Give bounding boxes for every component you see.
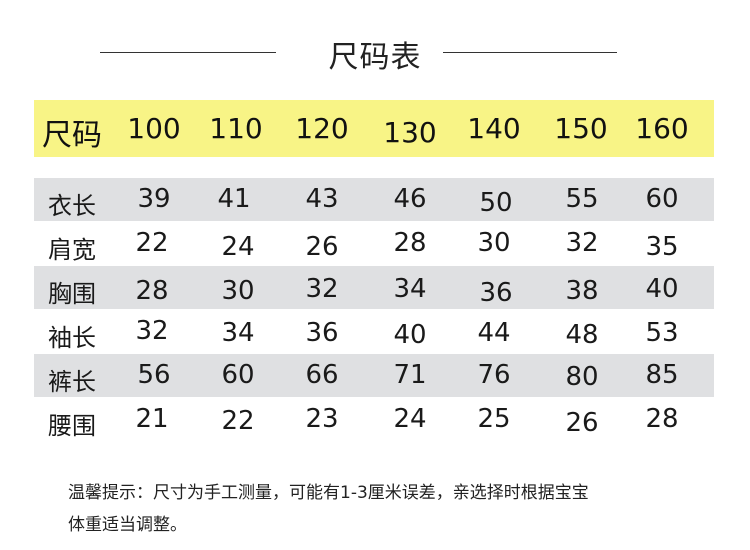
row-label: 腰围	[48, 412, 96, 440]
table-cell: 32	[135, 316, 169, 346]
table-cell: 38	[565, 276, 599, 306]
table-cell: 55	[565, 184, 599, 214]
size-note-line-1: 温馨提示：尺寸为手工测量，可能有1-3厘米误差，亲选择时根据宝宝	[68, 483, 589, 503]
size-header-cell: 160	[635, 112, 689, 145]
table-row-waist: 腰围 21 22 23 24 25 26 28	[34, 398, 714, 441]
title-divider-right	[443, 52, 617, 53]
table-cell: 71	[393, 360, 427, 390]
table-cell: 48	[565, 320, 599, 350]
table-cell: 22	[135, 228, 169, 258]
size-header-cell: 110	[209, 112, 263, 145]
table-cell: 36	[479, 278, 513, 308]
table-cell: 32	[305, 274, 339, 304]
row-label: 裤长	[48, 368, 96, 396]
row-label: 胸围	[48, 280, 96, 308]
table-cell: 23	[305, 404, 339, 434]
row-label: 袖长	[48, 324, 96, 352]
size-header-cell: 150	[554, 112, 608, 145]
table-cell: 28	[645, 404, 679, 434]
table-cell: 46	[393, 184, 427, 214]
table-cell: 66	[305, 360, 339, 390]
size-chart-title-area: 尺码表	[0, 28, 750, 78]
table-cell: 22	[221, 406, 255, 436]
table-cell: 26	[305, 232, 339, 262]
row-label: 衣长	[48, 192, 96, 220]
table-cell: 34	[221, 318, 255, 348]
table-cell: 26	[565, 408, 599, 438]
table-row-sleeve: 袖长 32 34 36 40 44 48 53	[34, 310, 714, 353]
table-cell: 80	[565, 362, 599, 392]
table-cell: 43	[305, 184, 339, 214]
table-cell: 39	[137, 184, 171, 214]
table-cell: 41	[217, 184, 251, 214]
row-label: 肩宽	[48, 236, 96, 264]
table-cell: 44	[477, 318, 511, 348]
table-cell: 85	[645, 360, 679, 390]
size-header-row: 尺码 100 110 120 130 140 150 160	[34, 100, 714, 157]
size-note-line-2: 体重适当调整。	[68, 515, 187, 535]
size-header-cell: 120	[295, 112, 349, 145]
size-header-cell: 100	[127, 112, 181, 145]
table-cell: 34	[393, 274, 427, 304]
table-cell: 60	[221, 360, 255, 390]
table-cell: 24	[221, 232, 255, 262]
table-row-length: 衣长 39 41 43 46 50 55 60	[34, 178, 714, 221]
table-cell: 53	[645, 318, 679, 348]
table-cell: 30	[477, 228, 511, 258]
table-cell: 25	[477, 404, 511, 434]
table-cell: 28	[135, 276, 169, 306]
table-cell: 50	[479, 188, 513, 218]
table-cell: 28	[393, 228, 427, 258]
table-cell: 35	[645, 232, 679, 262]
size-header-cell: 140	[467, 112, 521, 145]
size-header-cell: 130	[383, 116, 437, 149]
table-cell: 32	[565, 228, 599, 258]
table-row-shoulder: 肩宽 22 24 26 28 30 32 35	[34, 222, 714, 265]
size-header-label: 尺码	[42, 118, 102, 153]
table-row-pants-length: 裤长 56 60 66 71 76 80 85	[34, 354, 714, 397]
table-cell: 21	[135, 404, 169, 434]
table-cell: 76	[477, 360, 511, 390]
table-cell: 40	[645, 274, 679, 304]
page-title: 尺码表	[328, 40, 422, 75]
table-cell: 40	[393, 320, 427, 350]
table-cell: 36	[305, 318, 339, 348]
table-row-chest: 胸围 28 30 32 34 36 38 40	[34, 266, 714, 309]
table-cell: 24	[393, 404, 427, 434]
table-cell: 30	[221, 276, 255, 306]
title-divider-left	[100, 52, 276, 53]
table-cell: 56	[137, 360, 171, 390]
table-cell: 60	[645, 184, 679, 214]
